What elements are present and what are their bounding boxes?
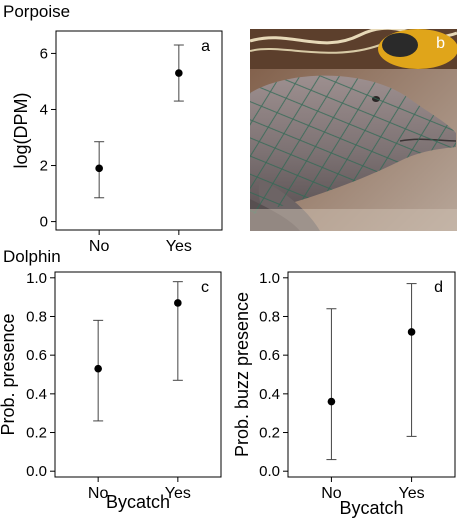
chart-a: 0 2 4 6 No Yes a log(DPM) [11, 30, 223, 255]
panel-label-a: a [201, 38, 210, 55]
x-tick-label: Yes [399, 485, 425, 502]
y-tick-label: 0 [40, 214, 48, 231]
y-axis-label-c: Prob. presence [0, 313, 18, 435]
data-point-c [94, 364, 102, 373]
y-axis-label-a: log(DPM) [11, 92, 31, 168]
plot-frame-c [54, 271, 222, 478]
y-tick-label: 0.2 [26, 425, 47, 442]
x-tick-label: No [89, 238, 110, 255]
chart-d: 0.0 0.2 0.4 0.6 0.8 1.0 No Yes d Prob. buzz prese… [232, 270, 456, 518]
y-tick-label: 0.6 [26, 347, 47, 364]
data-point-a [95, 164, 103, 173]
y-tick-label: 0.8 [259, 308, 280, 325]
plot-frame-d [287, 271, 456, 478]
data-point-d [327, 397, 336, 406]
data-point-a [175, 69, 183, 77]
dolphin-heading: Dolphin [3, 247, 61, 266]
y-tick-label: 1.0 [26, 270, 47, 287]
data-point-d [407, 328, 416, 336]
chart-c: 0.0 0.2 0.4 0.6 0.8 1.0 No Yes c Prob. presence By… [0, 270, 222, 512]
y-tick-label: 0.4 [26, 386, 47, 403]
x-axis-label-d: Bycatch [339, 498, 403, 518]
x-tick-label: No [321, 485, 342, 502]
porpoise-photo: b [250, 29, 457, 231]
y-tick-label: 6 [40, 45, 48, 62]
porpoise-photo-art [250, 29, 457, 231]
x-tick-label: No [88, 485, 109, 502]
y-tick-label: 0.6 [259, 347, 280, 364]
x-axis-label-c: Bycatch [106, 492, 170, 512]
plot-frame-a [55, 30, 223, 231]
y-tick-label: 0.8 [26, 308, 47, 325]
y-tick-label: 0.0 [259, 463, 280, 480]
x-tick-label: Yes [165, 485, 191, 502]
y-axis-label-d: Prob. buzz presence [232, 292, 252, 457]
x-tick-label: Yes [166, 238, 192, 255]
y-tick-label: 0.4 [259, 386, 280, 403]
y-tick-label: 1.0 [259, 270, 280, 287]
y-tick-label: 0.0 [26, 463, 47, 480]
data-point-c [174, 299, 182, 307]
y-tick-label: 2 [40, 158, 48, 175]
porpoise-heading: Porpoise [3, 2, 71, 21]
panel-b-label: b [436, 35, 445, 52]
y-tick-label: 4 [40, 101, 48, 118]
panel-label-d: d [434, 279, 443, 296]
panel-label-c: c [201, 279, 209, 296]
y-tick-label: 0.2 [259, 425, 280, 442]
